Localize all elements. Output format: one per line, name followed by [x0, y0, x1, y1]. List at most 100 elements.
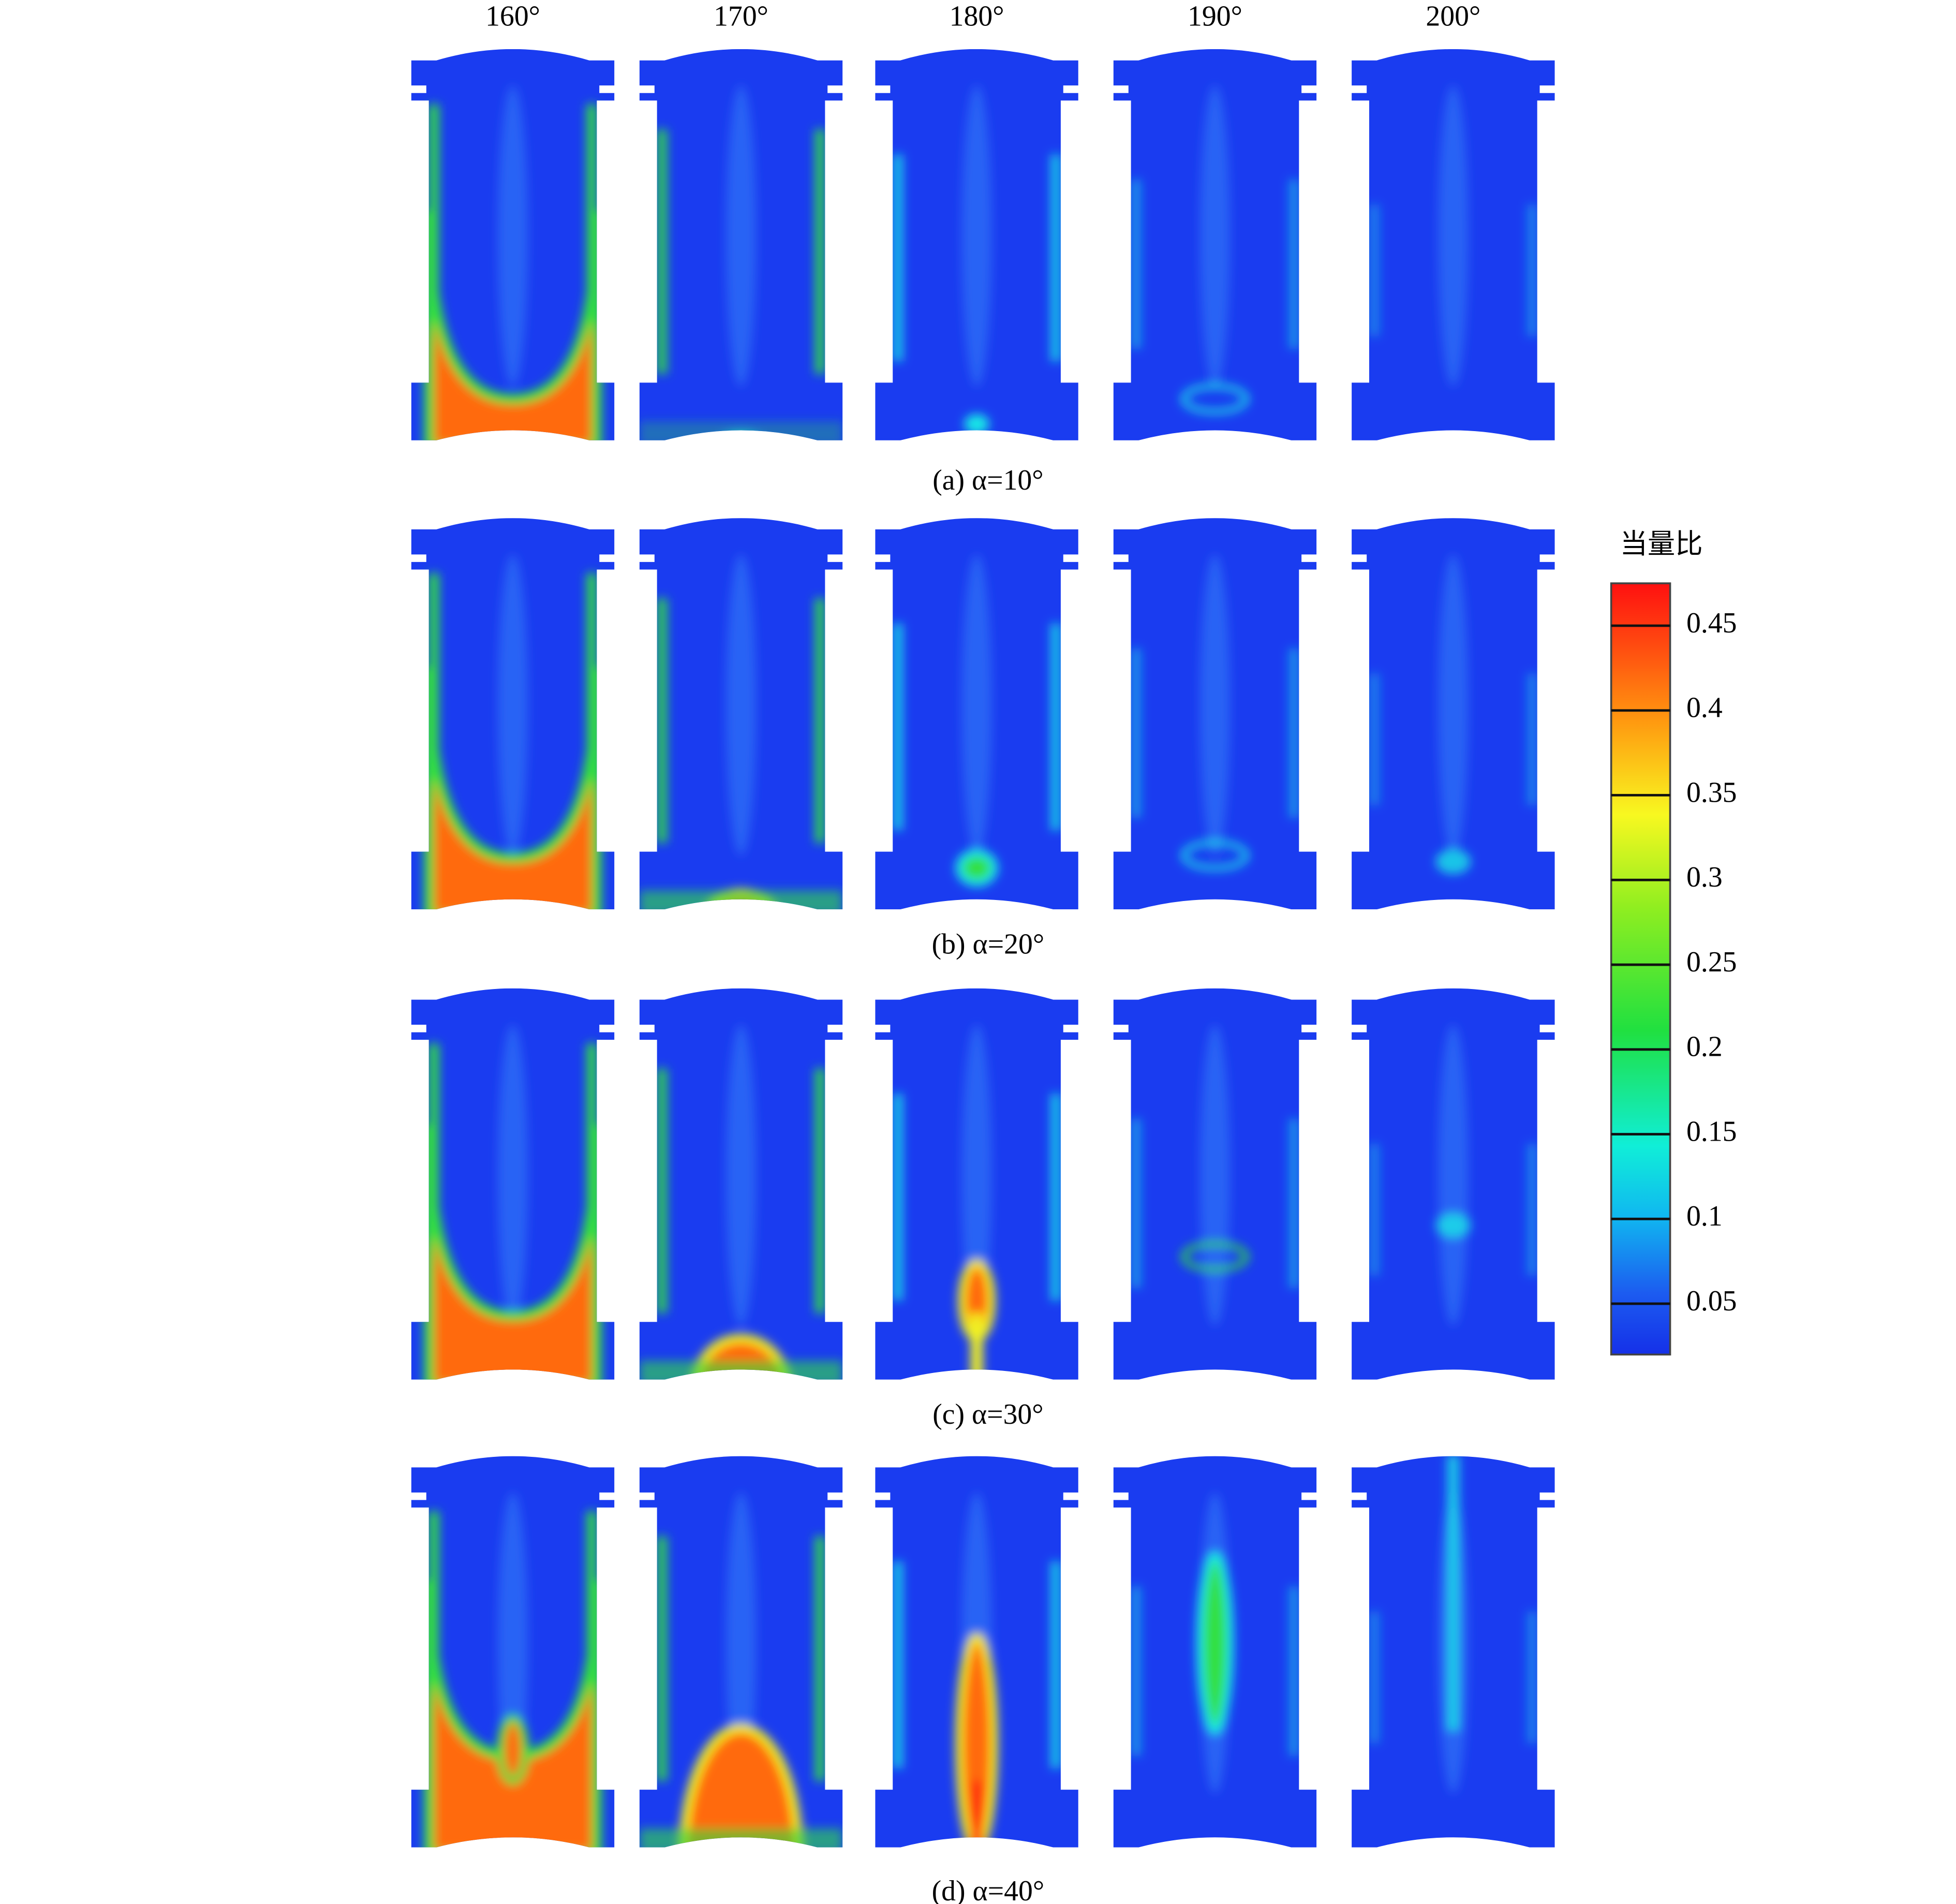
rich-bump [691, 1334, 791, 1380]
side-strip [1369, 1612, 1380, 1744]
column-header: 190° [1188, 1, 1242, 33]
panel-fill [1352, 518, 1555, 910]
rich-region [424, 667, 602, 910]
row-caption: (d) α=40° [932, 1875, 1045, 1904]
side-strip [657, 1068, 668, 1313]
side-strip [657, 129, 668, 374]
features [1131, 1492, 1299, 1794]
features [893, 85, 1061, 434]
center-band [725, 85, 757, 387]
contour-panel [1113, 1456, 1317, 1848]
panel-fill [411, 1456, 615, 1848]
side-strip [815, 129, 825, 374]
rich-region [424, 1125, 602, 1380]
features [1131, 1025, 1299, 1326]
center-band [725, 1025, 757, 1326]
bottom-strip [639, 421, 843, 440]
side-strip [893, 623, 903, 831]
column-header: 180° [950, 1, 1004, 33]
panel-fill [1352, 49, 1555, 440]
contour-panel [875, 988, 1078, 1380]
features [1369, 85, 1537, 387]
side-strip [815, 598, 825, 843]
center-band [497, 1025, 528, 1326]
side-strip [1288, 1586, 1299, 1756]
side-strip [815, 1068, 825, 1313]
panel-fill [1113, 988, 1317, 1380]
side-strip [1131, 179, 1141, 349]
plume [955, 849, 998, 887]
side-strip [893, 154, 903, 362]
contour-panel [1113, 988, 1317, 1380]
side-strip [1369, 204, 1380, 336]
side-strip [1288, 1118, 1299, 1288]
center-band [725, 554, 757, 855]
center-band [1438, 1025, 1469, 1326]
center-band [497, 554, 528, 855]
contour-panel [875, 49, 1078, 440]
colorbar-tick-label: 0.4 [1686, 692, 1723, 724]
contour-panel [639, 49, 843, 440]
row-caption: (a) α=10° [932, 464, 1043, 496]
center-band [725, 1492, 757, 1794]
features [424, 1025, 602, 1380]
arc [1180, 383, 1250, 415]
side-strip [893, 1094, 903, 1301]
contour-panel [411, 988, 615, 1380]
contour-panel [639, 518, 843, 910]
side-strip [1369, 1144, 1380, 1276]
plume-stem [970, 1781, 983, 1848]
colorbar [1610, 582, 1671, 1356]
colorbar-tick-label: 0.05 [1686, 1285, 1737, 1317]
panel-fill [1113, 1456, 1317, 1848]
side-strip [1131, 1586, 1141, 1756]
center-band [1199, 554, 1231, 855]
contour-panel [1352, 518, 1555, 910]
center-band [1199, 1025, 1231, 1326]
center-band [497, 85, 528, 387]
features [424, 554, 602, 910]
plume [1196, 1551, 1234, 1735]
column-header: 170° [714, 1, 768, 33]
side-strip [1131, 648, 1141, 818]
colorbar-tick-label: 0.2 [1686, 1031, 1723, 1063]
features [1131, 554, 1299, 872]
side-strip [1050, 154, 1061, 362]
side-strip [657, 598, 668, 843]
colorbar-title: 当量比 [1620, 528, 1703, 560]
streak [1447, 1456, 1460, 1731]
panel-fill [639, 518, 843, 910]
colorbar-tick-label: 0.3 [1686, 861, 1723, 893]
contour-panel [639, 988, 843, 1380]
center-band [1438, 85, 1469, 387]
rich-bump [716, 432, 766, 440]
bottom-strip [639, 1361, 843, 1380]
features [424, 1492, 602, 1848]
panel-fill [875, 49, 1078, 440]
side-strip [1288, 179, 1299, 349]
panel-fill [639, 988, 843, 1380]
panel-fill [875, 1456, 1078, 1848]
side-strip [1288, 648, 1299, 818]
bottom-strip [639, 1828, 843, 1848]
side-strip [893, 1561, 903, 1768]
row-caption: (b) α=20° [932, 928, 1045, 961]
features [1369, 1025, 1537, 1326]
column-header: 160° [485, 1, 540, 33]
row-caption: (c) α=30° [932, 1398, 1043, 1430]
arc [1180, 839, 1250, 872]
contour-panel [1113, 518, 1317, 910]
panel-fill [1352, 988, 1555, 1380]
panel-fill [875, 518, 1078, 910]
side-strip [1050, 1561, 1061, 1768]
center-band [1199, 85, 1231, 387]
contour-panel [1352, 49, 1555, 440]
side-strip [815, 1536, 825, 1781]
contour-panel [411, 49, 615, 440]
rich-bump [679, 1723, 803, 1848]
rich-lobe [496, 1714, 529, 1785]
column-header: 200° [1426, 1, 1480, 33]
panel-fill [411, 518, 615, 910]
contour-panel [875, 1456, 1078, 1848]
contour-panel [1113, 49, 1317, 440]
